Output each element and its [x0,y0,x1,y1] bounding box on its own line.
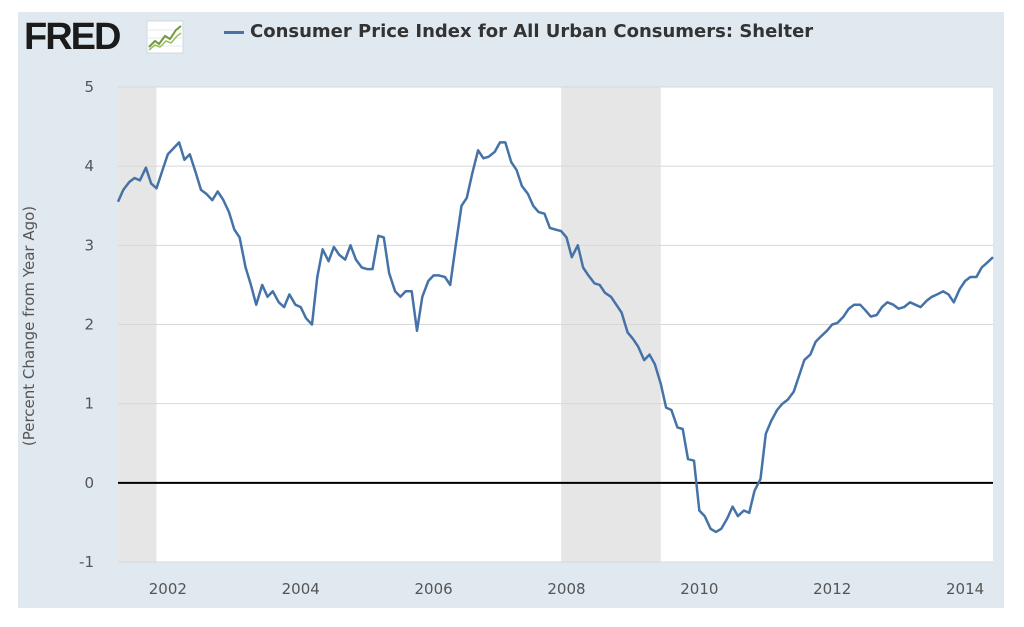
y-tick-label: 0 [84,474,94,492]
series-layer [116,141,994,534]
y-tick-label: 2 [84,316,94,334]
y-tick-label: 1 [84,395,94,413]
chart-header: FRED Consumer Price Index for All Urban … [18,12,1004,64]
trend-line-icon [146,20,184,54]
x-tick-label: 2004 [282,580,320,598]
y-axis-ticks: -1 0 1 2 3 4 5 [79,78,94,571]
x-axis-ticks: 2002 2004 2006 2008 2010 2012 2014 [149,580,984,598]
x-tick-label: 2002 [149,580,187,598]
x-tick-label: 2014 [946,580,984,598]
fred-logo[interactable]: FRED [24,16,121,58]
chart-frame: FRED Consumer Price Index for All Urban … [18,12,1004,608]
x-tick-label: 2012 [813,580,851,598]
x-tick-label: 2006 [414,580,452,598]
y-tick-label: 4 [84,157,94,175]
x-tick-label: 2010 [680,580,718,598]
legend-swatch [224,31,244,34]
series-line [116,141,994,534]
y-tick-label: 3 [84,236,94,254]
y-tick-label: 5 [84,78,94,96]
legend-label[interactable]: Consumer Price Index for All Urban Consu… [250,21,814,42]
gridlines [118,86,993,563]
y-tick-label: -1 [79,553,94,571]
line-chart: -1 0 1 2 3 4 5 2002 2004 2006 2008 2010 2012 2014 [79,78,994,598]
x-tick-label: 2008 [547,580,585,598]
